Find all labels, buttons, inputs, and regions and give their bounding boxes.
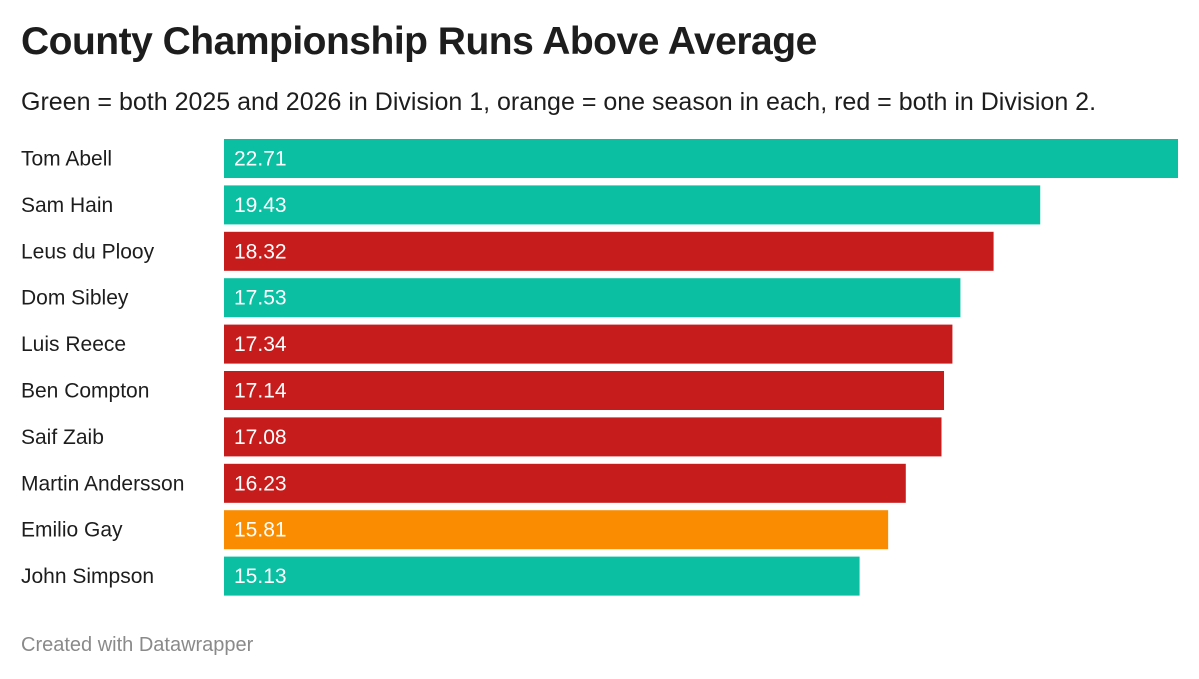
bar — [224, 371, 945, 410]
bar-chart: Tom Abell 22.71 Sam Hain 19.43 Leus du Plooy… — [21, 139, 1178, 596]
bar — [224, 231, 994, 271]
value-label: 15.13 — [234, 565, 287, 588]
value-label: 17.34 — [234, 333, 287, 356]
value-label: 17.53 — [234, 287, 287, 310]
value-label: 22.71 — [234, 148, 287, 171]
bar — [224, 139, 1178, 178]
value-label: 15.81 — [234, 519, 287, 542]
chart-title: County Championship Runs Above Average — [21, 20, 817, 63]
value-label: 19.43 — [234, 194, 287, 217]
bar — [224, 278, 961, 318]
bar — [224, 556, 860, 596]
footer-credit: Created with Datawrapper — [21, 634, 254, 656]
category-label: John Simpson — [21, 565, 154, 588]
value-label: 17.14 — [234, 380, 287, 403]
bar — [224, 417, 942, 457]
category-label: Emilio Gay — [21, 519, 123, 542]
category-label: Leus du Plooy — [21, 240, 155, 263]
bar — [224, 324, 953, 364]
category-label: Ben Compton — [21, 380, 149, 403]
value-label: 16.23 — [234, 472, 287, 495]
bar — [224, 510, 889, 550]
value-label: 17.08 — [234, 426, 287, 449]
category-label: Martin Andersson — [21, 472, 184, 495]
bar — [224, 185, 1041, 225]
value-label: 18.32 — [234, 240, 287, 263]
category-label: Sam Hain — [21, 194, 113, 217]
category-label: Luis Reece — [21, 333, 126, 356]
category-label: Saif Zaib — [21, 426, 104, 449]
category-label: Tom Abell — [21, 148, 112, 171]
chart-subtitle: Green = both 2025 and 2026 in Division 1… — [21, 88, 1097, 116]
category-label: Dom Sibley — [21, 287, 129, 310]
bar — [224, 463, 906, 503]
